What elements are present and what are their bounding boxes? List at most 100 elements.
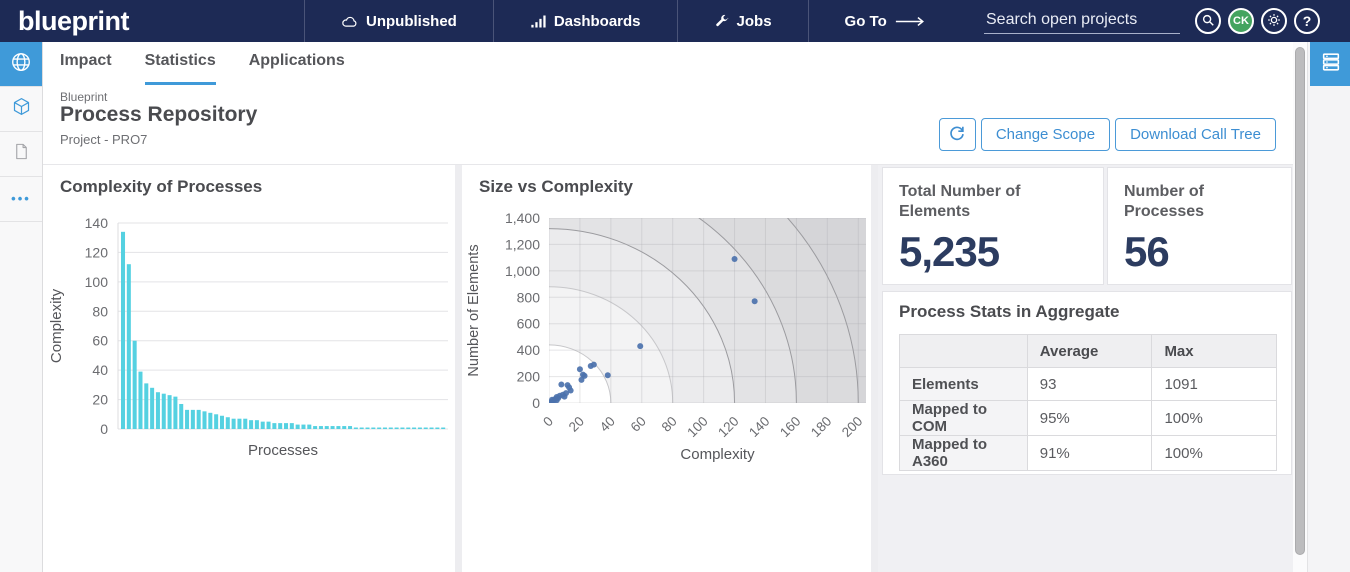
svg-text:1,200: 1,200: [505, 236, 540, 252]
search-button[interactable]: [1195, 8, 1221, 34]
topmenu-item-label: Unpublished: [366, 12, 457, 30]
svg-text:140: 140: [85, 215, 109, 231]
gear-icon: [1267, 13, 1281, 30]
top-navigation-bar: blueprint Unpublished Dashboards Jobs Go To…: [0, 0, 1350, 42]
bar: [377, 427, 382, 430]
tab-impact[interactable]: Impact: [60, 52, 112, 69]
bar: [342, 426, 347, 429]
panel-list-button[interactable]: [1310, 42, 1350, 86]
complexity-of-processes-panel: Complexity of Processes 0 20 40 60 80 100 120 1…: [43, 165, 455, 572]
kpi-number-of-processes: Number of Processes 56: [1107, 167, 1292, 285]
svg-text:120: 120: [715, 414, 742, 441]
arrow-right-icon: [895, 15, 925, 28]
bar: [330, 426, 335, 429]
bar: [254, 420, 259, 429]
stats-row-label: Mapped to COM: [899, 400, 1028, 436]
bar: [301, 424, 306, 429]
main-content: Impact Statistics Applications Blueprint P…: [43, 42, 1293, 572]
bar: [185, 409, 190, 429]
search-input[interactable]: [984, 8, 1180, 34]
process-stats-card: Process Stats in Aggregate Average Max Ele…: [882, 291, 1292, 475]
right-rail: [1307, 42, 1350, 572]
topbar-right-cluster: CK ?: [984, 8, 1350, 34]
bar: [417, 427, 422, 430]
wrench-icon: [714, 14, 729, 29]
left-sidebar: •••: [0, 42, 43, 572]
bar: [382, 427, 387, 430]
topmenu-item-dashboards[interactable]: Dashboards: [492, 0, 677, 42]
refresh-button[interactable]: [938, 118, 976, 151]
topmenu-item-unpublished[interactable]: Unpublished: [304, 0, 493, 42]
bar: [289, 423, 294, 429]
download-call-tree-button[interactable]: Download Call Tree: [1115, 118, 1276, 151]
scatter-point: [581, 372, 588, 379]
stats-table-title: Process Stats in Aggregate: [899, 302, 1120, 321]
bar: [295, 424, 300, 429]
breadcrumb[interactable]: Blueprint: [60, 90, 108, 104]
topmenu-item-label: Dashboards: [553, 12, 641, 30]
sidebar-item-cube[interactable]: [0, 87, 42, 132]
svg-text:120: 120: [85, 244, 109, 260]
top-menu: Unpublished Dashboards Jobs Go To: [304, 0, 961, 42]
sidebar-item-ellipsis[interactable]: •••: [0, 177, 42, 222]
topmenu-item-go-to[interactable]: Go To: [807, 0, 961, 42]
bar: [388, 427, 393, 430]
settings-button[interactable]: [1261, 8, 1287, 34]
stacked-rows-icon: [1320, 51, 1342, 78]
scatter-point: [751, 298, 758, 305]
help-button[interactable]: ?: [1294, 8, 1320, 34]
dashboard-panels: Complexity of Processes 0 20 40 60 80 100 120 1…: [43, 165, 1293, 572]
bar: [423, 427, 428, 430]
bar: [173, 396, 178, 429]
tab-statistics[interactable]: Statistics: [144, 52, 216, 85]
svg-text:40: 40: [92, 362, 108, 378]
bar: [365, 427, 370, 430]
stats-column-header: [899, 334, 1028, 368]
scatter-point: [637, 343, 644, 350]
bar: [353, 427, 358, 430]
process-stats-table: Average Max Elements 93 1091 Mapped to COM 95%…: [899, 334, 1277, 471]
bar: [272, 423, 277, 429]
bar: [214, 414, 219, 429]
search-icon: [1201, 13, 1215, 30]
svg-text:0: 0: [532, 395, 540, 411]
question-mark-icon: ?: [1302, 13, 1312, 29]
bar: [121, 231, 126, 429]
sidebar-item-globe[interactable]: [0, 42, 42, 87]
user-avatar[interactable]: CK: [1228, 8, 1254, 34]
vertical-scrollbar: [1293, 42, 1307, 572]
blueprint-logo[interactable]: blueprint: [18, 5, 130, 36]
topmenu-item-label: Go To: [844, 12, 887, 30]
bar: [190, 409, 195, 429]
svg-text:1,000: 1,000: [505, 263, 540, 279]
svg-text:200: 200: [517, 369, 541, 385]
size-vs-complexity-scatter-chart: 0 200 400 600 800 1,000 1,200 1,400 0 20 40 60 80 100…: [466, 210, 866, 463]
kpi-total-elements: Total Number of Elements 5,235: [882, 167, 1104, 285]
topmenu-item-jobs[interactable]: Jobs: [676, 0, 808, 42]
bar: [219, 415, 224, 429]
page-subtitle: Project - PRO7: [60, 132, 148, 147]
svg-text:1,400: 1,400: [505, 210, 540, 226]
bar: [208, 412, 213, 429]
scrollbar-thumb[interactable]: [1295, 47, 1305, 555]
sidebar-item-document[interactable]: [0, 132, 42, 177]
tab-applications[interactable]: Applications: [248, 52, 345, 69]
change-scope-button[interactable]: Change Scope: [980, 118, 1111, 151]
bar: [371, 427, 376, 430]
bar: [307, 424, 312, 429]
svg-text:140: 140: [746, 414, 773, 441]
svg-text:200: 200: [839, 414, 866, 441]
kpi-label: Total Number of Elements: [899, 183, 1021, 220]
refresh-icon: [948, 124, 966, 146]
bar: [348, 426, 353, 429]
stats-column-header: Max: [1151, 334, 1277, 368]
svg-text:Processes: Processes: [248, 442, 318, 459]
stats-max-value: 100%: [1151, 400, 1277, 436]
bar: [400, 427, 405, 430]
stats-column-header: Average: [1026, 334, 1153, 368]
bar: [196, 409, 201, 429]
bar: [324, 426, 329, 429]
bar: [313, 426, 318, 429]
bar: [336, 426, 341, 429]
